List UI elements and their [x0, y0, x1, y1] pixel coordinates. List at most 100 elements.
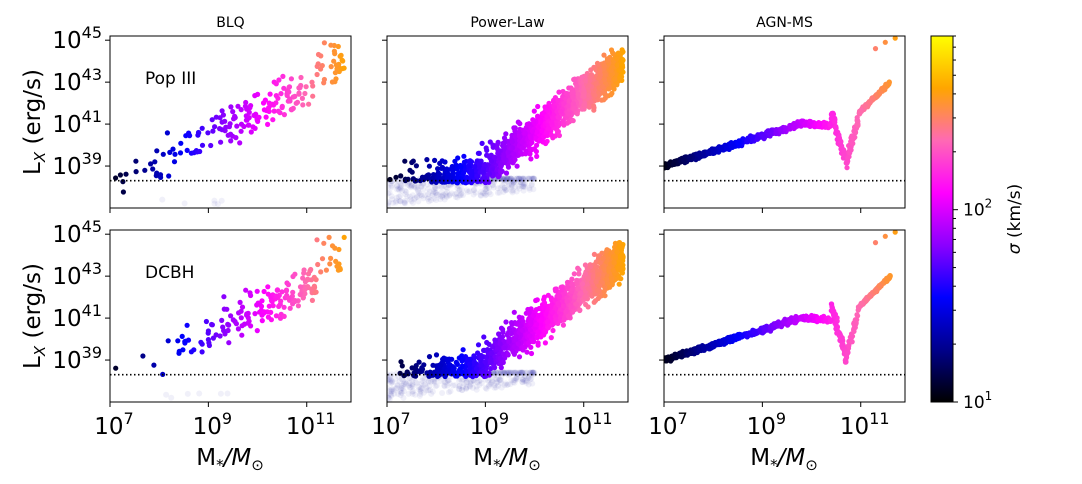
faint-point — [479, 380, 485, 386]
scatter-point — [477, 161, 482, 166]
faint-point — [456, 386, 462, 392]
scatter-point — [266, 315, 271, 320]
scatter-point — [165, 130, 170, 135]
faint-point — [396, 198, 402, 204]
scatter-point — [334, 62, 339, 67]
scatter-point — [280, 104, 285, 109]
scatter-point — [289, 76, 294, 81]
panel-title: BLQ — [216, 15, 244, 31]
scatter-point — [605, 58, 610, 63]
scatter-point — [342, 66, 347, 71]
scatter-point — [501, 156, 506, 161]
scatter-point — [411, 159, 416, 164]
scatter-point — [332, 246, 337, 251]
scatter-point — [322, 77, 327, 82]
faint-point — [488, 380, 494, 386]
faint-point — [463, 385, 469, 391]
scatter-point — [333, 70, 338, 75]
scatter-point — [544, 114, 549, 119]
scatter-point — [538, 119, 543, 124]
scatter-point — [239, 129, 244, 134]
xlabel-main: M — [196, 445, 216, 471]
scatter-points — [384, 240, 626, 402]
scatter-point — [228, 138, 233, 143]
scatter-point — [252, 311, 257, 316]
scatter-point — [315, 262, 320, 267]
ylabel-sub: X — [31, 345, 49, 357]
y-tick-label: 1043 — [52, 65, 102, 96]
scatter-point — [510, 139, 515, 144]
scatter-point — [706, 149, 711, 154]
panel-title: Power-Law — [470, 15, 544, 31]
faint-point — [219, 198, 225, 204]
scatter-point — [586, 304, 591, 309]
scatter-point — [850, 141, 855, 146]
scatter-point — [549, 335, 554, 340]
scatter-point — [305, 277, 310, 282]
scatter-point — [255, 289, 260, 294]
scatter-point — [178, 150, 183, 155]
scatter-point — [517, 121, 522, 126]
scatter-point — [745, 138, 750, 143]
xlabel-sun: ⊙ — [251, 456, 264, 474]
scatter-point — [532, 146, 537, 151]
scatter-point — [235, 104, 240, 109]
scatter-point — [237, 140, 242, 145]
y-tick-label: 1039 — [52, 343, 102, 374]
scatter-point — [509, 331, 514, 336]
scatter-point — [828, 123, 833, 128]
scatter-point — [284, 288, 289, 293]
scatter-point — [278, 91, 283, 96]
scatter-point — [532, 109, 537, 114]
scatter-point — [330, 79, 335, 84]
scatter-point — [609, 276, 614, 281]
scatter-point — [687, 155, 692, 160]
scatter-point — [838, 139, 843, 144]
scatter-point — [564, 91, 569, 96]
scatter-point — [204, 319, 209, 324]
scatter-point — [154, 173, 159, 178]
faint-point — [527, 187, 533, 193]
scatter-point — [506, 352, 511, 357]
scatter-point — [524, 350, 529, 355]
scatter-point — [274, 313, 279, 318]
scatter-point — [234, 321, 239, 326]
scatter-point — [523, 131, 528, 136]
faint-point — [403, 191, 409, 197]
scatter-point — [172, 159, 177, 164]
scatter-point — [528, 156, 533, 161]
scatter-point — [183, 339, 188, 344]
scatter-point — [251, 113, 256, 118]
scatter-point — [534, 307, 539, 312]
scatter-point — [527, 310, 532, 315]
scatter-point — [498, 361, 503, 366]
scatter-point — [286, 89, 291, 94]
scatter-point — [583, 262, 588, 267]
scatter-point — [270, 102, 275, 107]
scatter-points — [662, 36, 898, 171]
scatter-point — [530, 129, 535, 134]
scatter-point — [304, 84, 309, 89]
panel-title: AGN-MS — [756, 15, 813, 31]
scatter-point — [498, 170, 503, 175]
scatter-point — [210, 117, 215, 122]
scatter-point — [274, 93, 279, 98]
scatter-point — [724, 146, 729, 151]
scatter-point — [282, 305, 287, 310]
scatter-point — [591, 103, 596, 108]
scatter-point — [282, 314, 287, 319]
ylabel-row-2: LX (erg/s) — [20, 263, 49, 369]
scatter-point — [300, 96, 305, 101]
scatter-point — [529, 351, 534, 356]
scatter-point — [288, 306, 293, 311]
faint-point — [491, 185, 497, 191]
scatter-point — [113, 175, 118, 180]
scatter-point — [515, 164, 520, 169]
scatter-point — [239, 333, 244, 338]
faint-point — [526, 382, 532, 388]
scatter-point — [480, 169, 485, 174]
scatter-point — [565, 285, 570, 290]
scatter-point — [615, 62, 620, 67]
scatter-point — [527, 121, 532, 126]
